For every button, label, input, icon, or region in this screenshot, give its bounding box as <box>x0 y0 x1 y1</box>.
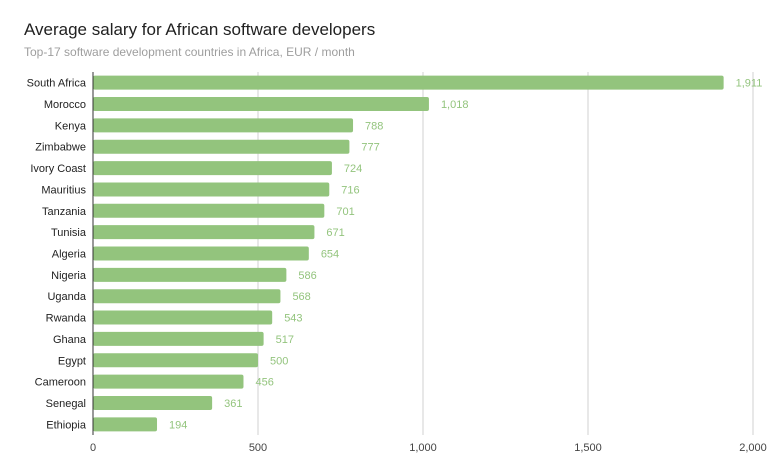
bar-south-africa <box>93 75 724 90</box>
value-label: 361 <box>224 398 242 410</box>
category-label: Uganda <box>47 291 86 303</box>
value-label: 654 <box>321 249 339 261</box>
category-label: Morocco <box>44 99 86 111</box>
value-label: 777 <box>361 142 379 154</box>
x-tick-label: 1,000 <box>409 442 437 454</box>
category-label: Tanzania <box>42 206 87 218</box>
bar-morocco <box>93 97 429 112</box>
value-label: 671 <box>326 227 344 239</box>
value-label: 1,911 <box>736 78 763 90</box>
value-label: 194 <box>169 419 187 431</box>
x-tick-label: 1,500 <box>574 442 602 454</box>
bar-zimbabwe <box>93 139 350 154</box>
value-label: 568 <box>292 291 310 303</box>
value-label: 724 <box>344 163 362 175</box>
value-label: 586 <box>298 270 316 282</box>
category-label: Algeria <box>52 249 87 261</box>
bar-ivory-coast <box>93 161 332 176</box>
bar-tanzania <box>93 203 325 218</box>
bar-ghana <box>93 331 264 346</box>
bar-ethiopia <box>93 417 158 432</box>
bar-cameroon <box>93 374 244 389</box>
value-label: 517 <box>276 334 294 346</box>
x-tick-label: 2,000 <box>739 442 767 454</box>
bar-kenya <box>93 118 354 133</box>
x-tick-label: 500 <box>249 442 267 454</box>
chart-title: Average salary for African software deve… <box>24 20 376 39</box>
category-label: Zimbabwe <box>35 142 86 154</box>
category-label: Rwanda <box>46 313 87 325</box>
value-label: 788 <box>365 120 383 132</box>
value-label: 543 <box>284 313 302 325</box>
category-label: Kenya <box>55 120 87 132</box>
bar-mauritius <box>93 182 330 197</box>
bar-algeria <box>93 246 309 261</box>
category-label: Cameroon <box>35 377 86 389</box>
bar-senegal <box>93 395 213 410</box>
category-label: Mauritius <box>41 184 86 196</box>
bar-uganda <box>93 289 281 304</box>
category-label: Ivory Coast <box>30 163 86 175</box>
category-label: Nigeria <box>51 270 87 282</box>
bar-egypt <box>93 353 258 368</box>
value-label: 701 <box>336 206 354 218</box>
category-label: Ethiopia <box>46 419 87 431</box>
value-label: 456 <box>255 377 273 389</box>
value-label: 716 <box>341 184 359 196</box>
value-label: 500 <box>270 355 288 367</box>
category-label: Tunisia <box>51 227 87 239</box>
x-tick-label: 0 <box>90 442 96 454</box>
category-label: Egypt <box>58 355 86 367</box>
category-label: Senegal <box>46 398 86 410</box>
bar-rwanda <box>93 310 273 325</box>
value-label: 1,018 <box>441 99 469 111</box>
chart-subtitle: Top-17 software development countries in… <box>24 45 355 59</box>
category-label: South Africa <box>27 78 87 90</box>
bar-nigeria <box>93 267 287 282</box>
bar-tunisia <box>93 225 315 240</box>
category-label: Ghana <box>53 334 87 346</box>
